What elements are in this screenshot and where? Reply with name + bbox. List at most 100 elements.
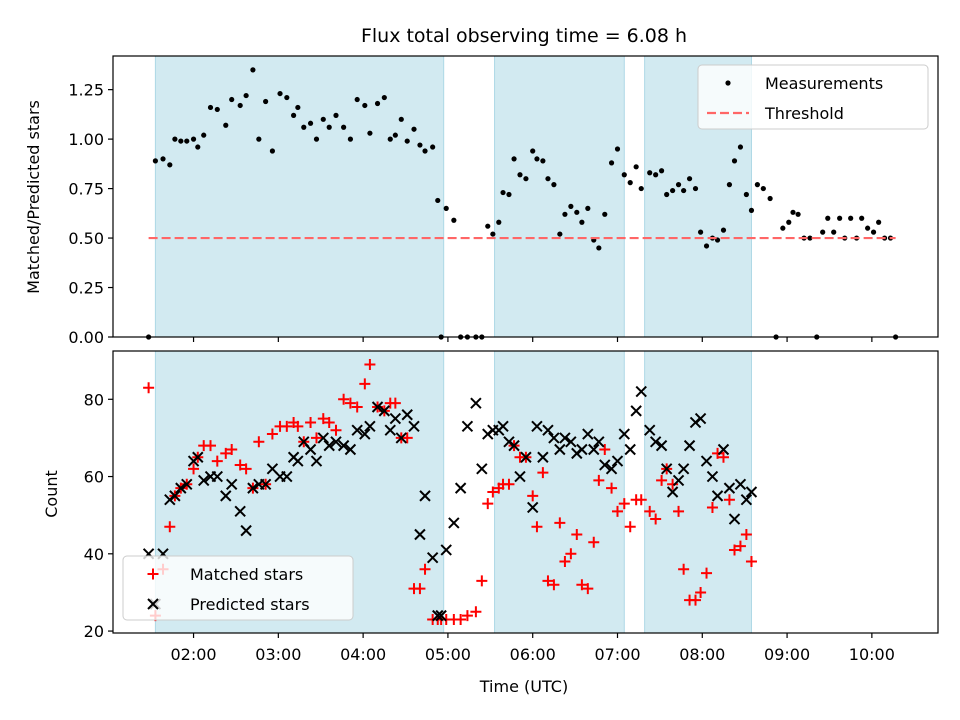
predicted-star-point (559, 432, 571, 444)
shaded-span (494, 55, 625, 338)
x-tick-label: 03:00 (255, 645, 301, 664)
measurement-point (490, 231, 496, 237)
matched-star-point (205, 440, 217, 452)
predicted-star-point (259, 478, 272, 490)
measurement-point (404, 138, 410, 144)
shaded-span (494, 350, 625, 634)
legend-box (697, 64, 929, 130)
predicted-star-point (192, 451, 204, 463)
measurement-point (574, 209, 580, 215)
predicted-star-point (672, 474, 685, 487)
predicted-star-point (351, 424, 363, 436)
measurement-point (223, 122, 229, 128)
predicted-star-point (526, 501, 539, 514)
measurement-point (545, 176, 551, 182)
matched-star-point (143, 382, 155, 394)
matched-star-point (292, 420, 304, 432)
matched-star-point (582, 583, 594, 595)
matched-star-point (611, 505, 623, 517)
matched-star-point (588, 536, 600, 548)
predicted-star-point (476, 463, 488, 475)
predicted-star-point (378, 405, 391, 417)
measurement-point (848, 215, 854, 221)
measurement-point (534, 156, 540, 162)
matched-star-point (690, 594, 702, 606)
matched-star-point (701, 567, 713, 579)
measurement-point (313, 136, 320, 142)
measurement-point (237, 102, 243, 109)
top-panel: 0.00 0.25 0.50 0.75 1.00 1.25 Measurements Thre… (68, 55, 939, 347)
matched-star-point (266, 428, 278, 440)
measurement-point (214, 106, 220, 113)
predicted-star-point (694, 412, 707, 425)
matched-star-point (678, 563, 690, 575)
measurement-point (670, 187, 676, 194)
predicted-star-point (292, 455, 304, 467)
measurement-point (585, 205, 591, 211)
measurement-point (562, 211, 568, 217)
predicted-star-point (683, 439, 696, 452)
predicted-star-point (395, 432, 407, 444)
measurement-point (859, 215, 865, 221)
matched-star-point (389, 397, 401, 409)
predicted-star-point (175, 482, 187, 494)
predicted-star-point (593, 436, 605, 448)
matched-star-point (419, 563, 431, 575)
predicted-star-point (666, 486, 679, 498)
predicted-star-point (745, 486, 758, 498)
predicted-star-point (611, 455, 624, 467)
measurement-point (172, 136, 178, 142)
measurement-point (417, 142, 423, 148)
measurement-point (500, 189, 506, 196)
measurement-point (381, 94, 387, 101)
predicted-star-point (548, 432, 560, 444)
predicted-star-point (728, 513, 741, 525)
measurement-point (411, 126, 417, 132)
measurement-point (825, 215, 831, 221)
predicted-star-point (414, 528, 426, 541)
measurement-point (284, 94, 290, 101)
shaded-span (644, 350, 752, 634)
x-tick-label: 07:00 (594, 645, 640, 664)
y-tick-label: 1.25 (68, 81, 104, 100)
matched-star-point (323, 416, 335, 428)
predicted-star-point (234, 505, 246, 518)
bottom-panel: 20 40 60 80 02:00 03:00 04:00 05:00 06:00 07:00 08… (84, 350, 939, 664)
measurement-point (347, 136, 354, 142)
predicted-star-point (605, 463, 618, 475)
matched-star-point (414, 583, 426, 595)
predicted-star-point (599, 459, 611, 471)
measurement-point (295, 104, 301, 111)
measurement-point (511, 156, 517, 162)
measurement-point (726, 182, 733, 188)
bottom-y-axis-label: Count (42, 470, 61, 518)
measurement-point (451, 217, 457, 223)
matched-star-point (729, 544, 741, 556)
predicted-star-point (198, 474, 210, 487)
measurement-point (263, 98, 269, 105)
measurement-point (243, 92, 249, 99)
y-tick-label: 0.75 (68, 180, 104, 199)
matched-star-point (745, 556, 757, 568)
matched-star-point (359, 378, 371, 390)
measurement-point (190, 136, 197, 142)
matched-star-point (673, 505, 685, 517)
x-tick-label: 04:00 (340, 645, 386, 664)
x-tick-label: 05:00 (425, 645, 471, 664)
predicted-star-point (537, 451, 549, 463)
predicted-star-point (660, 463, 673, 475)
measurement-point (530, 148, 536, 154)
matched-star-point (559, 556, 571, 568)
measurement-point (374, 100, 381, 107)
predicted-star-point (630, 405, 642, 417)
predicted-star-point (508, 439, 520, 452)
legend-label: Predicted stars (190, 595, 310, 614)
measurement-point (430, 144, 436, 150)
measurement-point (767, 195, 773, 202)
predicted-star-point (371, 401, 384, 413)
matched-star-point (542, 575, 554, 587)
predicted-star-point (514, 470, 526, 483)
predicted-star-point (426, 551, 439, 564)
measurement-point (301, 124, 307, 130)
legend-marker (147, 568, 159, 580)
